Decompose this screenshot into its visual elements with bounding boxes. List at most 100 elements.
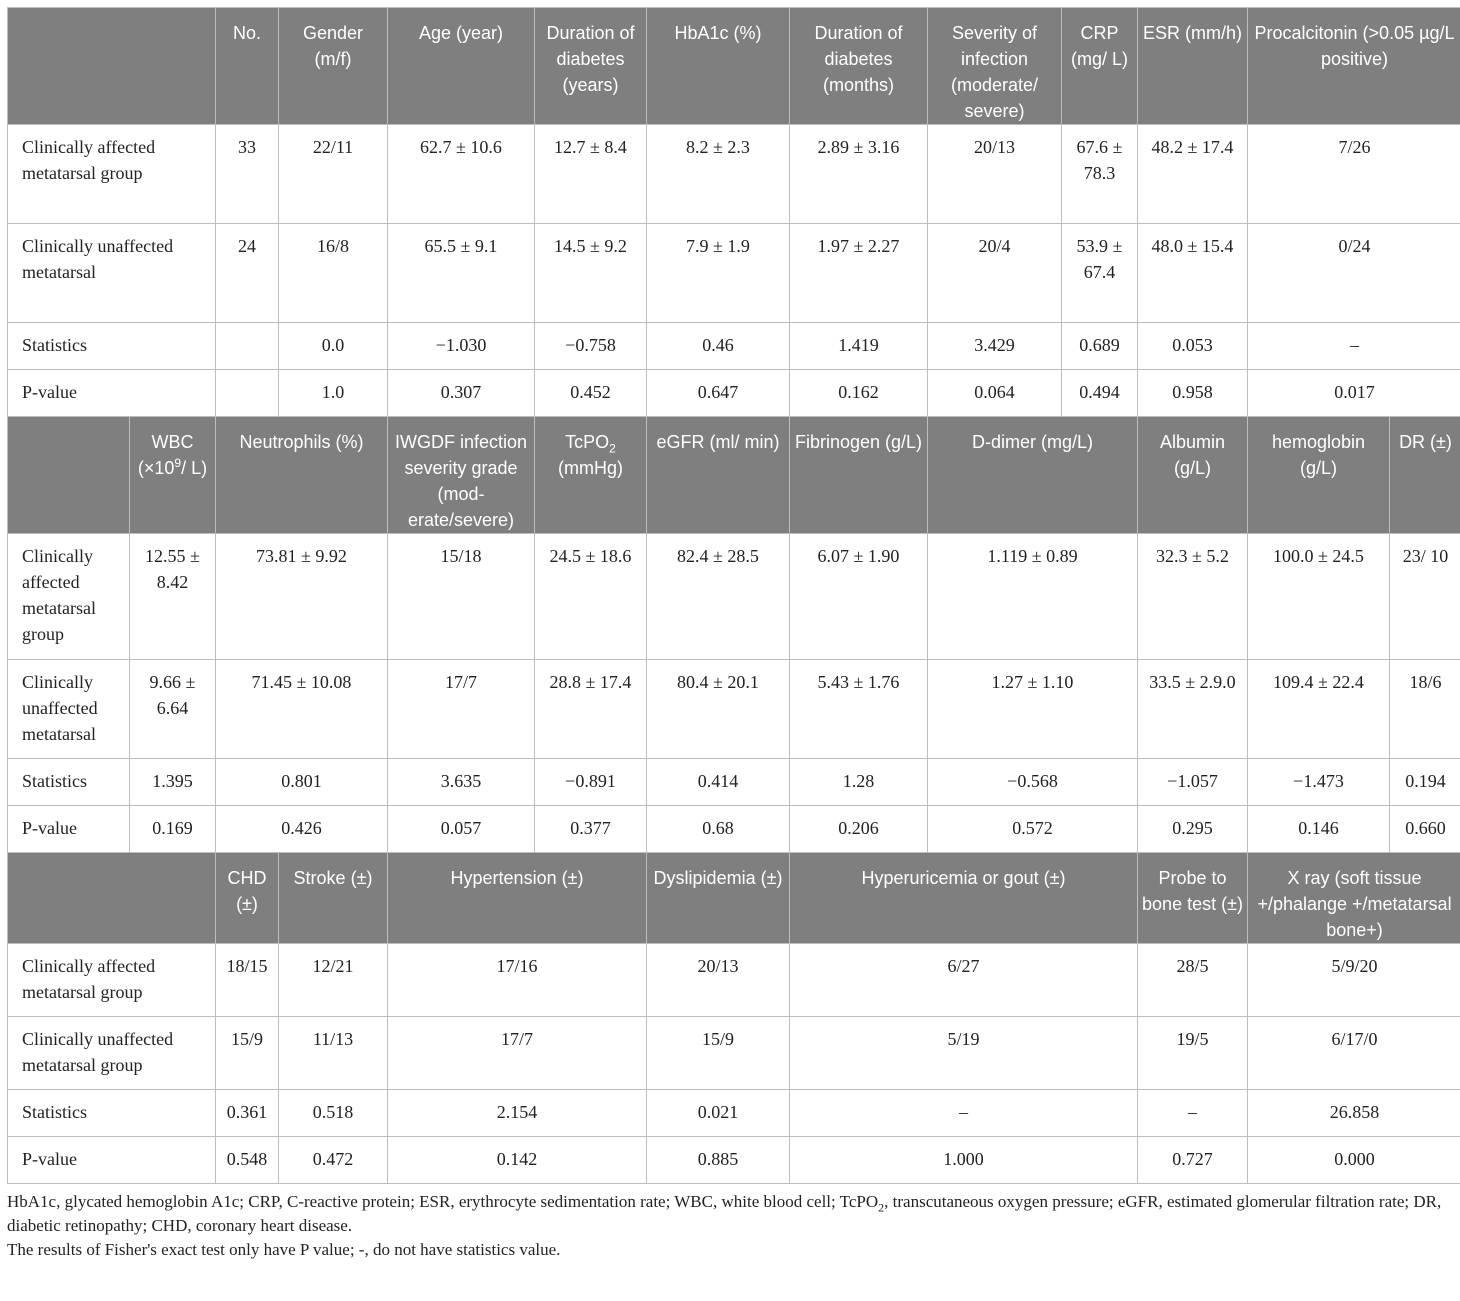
table-cell: 0.307: [387, 369, 535, 417]
header-crp: CRP (mg/ L): [1061, 7, 1138, 125]
table-cell: 20/4: [927, 223, 1062, 323]
table-row: Clinically unaffected metatarsal 24 16/8…: [7, 223, 1460, 323]
table-cell: 22/11: [278, 124, 388, 224]
table-cell: 18/15: [215, 943, 279, 1017]
table-cell: 0.361: [215, 1089, 279, 1137]
table-cell: −0.891: [534, 758, 647, 806]
section1-header-row: No. Gender (m/f) Age (year) Duration of …: [7, 7, 1460, 125]
header-duration-months: Duration of diabetes (months): [789, 7, 928, 125]
page: No. Gender (m/f) Age (year) Duration of …: [7, 7, 1460, 1262]
header-tcpo2: TcPO2 (mmHg): [534, 416, 647, 534]
table-cell: 12/21: [278, 943, 388, 1017]
header-egfr: eGFR (ml/ min): [646, 416, 790, 534]
table-cell: 48.0 ± 15.4: [1137, 223, 1248, 323]
table-cell: 0.194: [1388, 758, 1460, 806]
table-cell: 0.548: [215, 1136, 279, 1184]
table-cell: 0.426: [215, 805, 388, 853]
table-cell: 6.07 ± 1.90: [789, 533, 928, 660]
table-cell: −1.057: [1137, 758, 1248, 806]
table-cell: 1.28: [789, 758, 928, 806]
table-cell: 5/9/20: [1246, 943, 1460, 1017]
table-cell: 3.635: [387, 758, 535, 806]
table-cell: 15/18: [387, 533, 535, 660]
table-cell: 33.5 ± 2.9.0: [1137, 659, 1248, 759]
table-cell: 100.0 ± 24.5: [1247, 533, 1390, 660]
table-cell: 0.885: [646, 1136, 790, 1184]
header-hemoglobin: hemoglobin (g/L): [1247, 416, 1390, 534]
table-row: Statistics 0.361 0.518 2.154 0.021 – – 2…: [7, 1089, 1460, 1137]
table-cell: 1.27 ± 1.10: [927, 659, 1138, 759]
table-cell: 9.66 ± 6.64: [129, 659, 216, 759]
table-cell: 0.660: [1388, 805, 1460, 853]
row-label: P-value: [7, 805, 130, 853]
table-cell: 1.97 ± 2.27: [789, 223, 928, 323]
table-cell: 19/5: [1137, 1016, 1248, 1090]
table-cell: 8.2 ± 2.3: [646, 124, 790, 224]
header-gender: Gender (m/f): [278, 7, 388, 125]
table-cell: 28/5: [1137, 943, 1248, 1017]
table-cell: 0.689: [1061, 322, 1138, 370]
table-cell: 1.419: [789, 322, 928, 370]
section1-header-empty: [7, 7, 216, 125]
table-cell: 12.7 ± 8.4: [534, 124, 647, 224]
table-cell: 0.958: [1137, 369, 1248, 417]
table-row: P-value 0.548 0.472 0.142 0.885 1.000 0.…: [7, 1136, 1460, 1184]
table-row: Clinically affected metatarsal group 12.…: [7, 533, 1460, 660]
row-label: Clinically affected metatarsal group: [7, 943, 216, 1017]
table-cell: 23/ 10: [1388, 533, 1460, 660]
table-cell: −1.473: [1247, 758, 1390, 806]
table-cell: 1.119 ± 0.89: [927, 533, 1138, 660]
table-cell: 17/7: [387, 659, 535, 759]
footnote-line1-rest: , transcutaneous oxygen pressure; eGFR, …: [7, 1192, 1442, 1235]
table-cell: 0.572: [927, 805, 1138, 853]
table-cell: 24.5 ± 18.6: [534, 533, 647, 660]
table-cell: 17/16: [387, 943, 647, 1017]
section2-header-empty: [7, 416, 130, 534]
row-label: Statistics: [7, 322, 216, 370]
table-cell: 48.2 ± 17.4: [1137, 124, 1248, 224]
header-tcpo2-unit: (mmHg): [558, 458, 623, 478]
table-cell: 0.162: [789, 369, 928, 417]
table-row: Statistics 1.395 0.801 3.635 −0.891 0.41…: [7, 758, 1460, 806]
table-cell: −0.758: [534, 322, 647, 370]
table-cell: 20/13: [927, 124, 1062, 224]
table-cell: 80.4 ± 20.1: [646, 659, 790, 759]
footnote-fisher-note: The results of Fisher's exact test only …: [7, 1240, 561, 1259]
row-label: P-value: [7, 369, 216, 417]
table-cell: 0.727: [1137, 1136, 1248, 1184]
table-cell: 0.064: [927, 369, 1062, 417]
row-label: Clinically affected metatarsal group: [7, 533, 130, 660]
header-procalcitonin: Procalcitonin (>0.05 µg/L positive): [1246, 7, 1460, 125]
row-label: Clinically unaffected metatarsal: [7, 659, 130, 759]
header-albumin: Albumin (g/L): [1137, 416, 1248, 534]
table-row: Statistics 0.0 −1.030 −0.758 0.46 1.419 …: [7, 322, 1460, 370]
table-cell: 109.4 ± 22.4: [1247, 659, 1390, 759]
table-cell: 1.395: [129, 758, 216, 806]
table-cell: 0.000: [1246, 1136, 1460, 1184]
table-cell: 32.3 ± 5.2: [1137, 533, 1248, 660]
table-cell: 16/8: [278, 223, 388, 323]
footnote-abbreviations: HbA1c, glycated hemoglobin A1c; CRP, C-r…: [7, 1190, 1453, 1238]
header-probe-to-bone: Probe to bone test (±): [1137, 852, 1248, 944]
table-cell: [215, 322, 279, 370]
table-cell: 3.429: [927, 322, 1062, 370]
table-footnote: HbA1c, glycated hemoglobin A1c; CRP, C-r…: [7, 1190, 1453, 1262]
header-wbc-text: WBC (×10: [137, 432, 194, 478]
table-cell: 0.206: [789, 805, 928, 853]
row-label: Clinically unaffected metatarsal group: [7, 1016, 216, 1090]
header-severity: Severity of infection (moderate/ severe): [927, 7, 1062, 125]
table-cell: 0.169: [129, 805, 216, 853]
table-cell: 73.81 ± 9.92: [215, 533, 388, 660]
table-cell: 0.021: [646, 1089, 790, 1137]
table-cell: 0.414: [646, 758, 790, 806]
table-row: P-value 0.169 0.426 0.057 0.377 0.68 0.2…: [7, 805, 1460, 853]
table-cell: 6/17/0: [1246, 1016, 1460, 1090]
table-cell: 18/6: [1388, 659, 1460, 759]
table-cell: −0.568: [927, 758, 1138, 806]
header-esr: ESR (mm/h): [1137, 7, 1248, 125]
table-cell: 65.5 ± 9.1: [387, 223, 535, 323]
table-row: Clinically affected metatarsal group 33 …: [7, 124, 1460, 224]
header-xray: X ray (soft tissue +/phalange +/meta­tar…: [1246, 852, 1460, 944]
header-hyperuricemia: Hyperuricemia or gout (±): [789, 852, 1138, 944]
table-cell: −1.030: [387, 322, 535, 370]
